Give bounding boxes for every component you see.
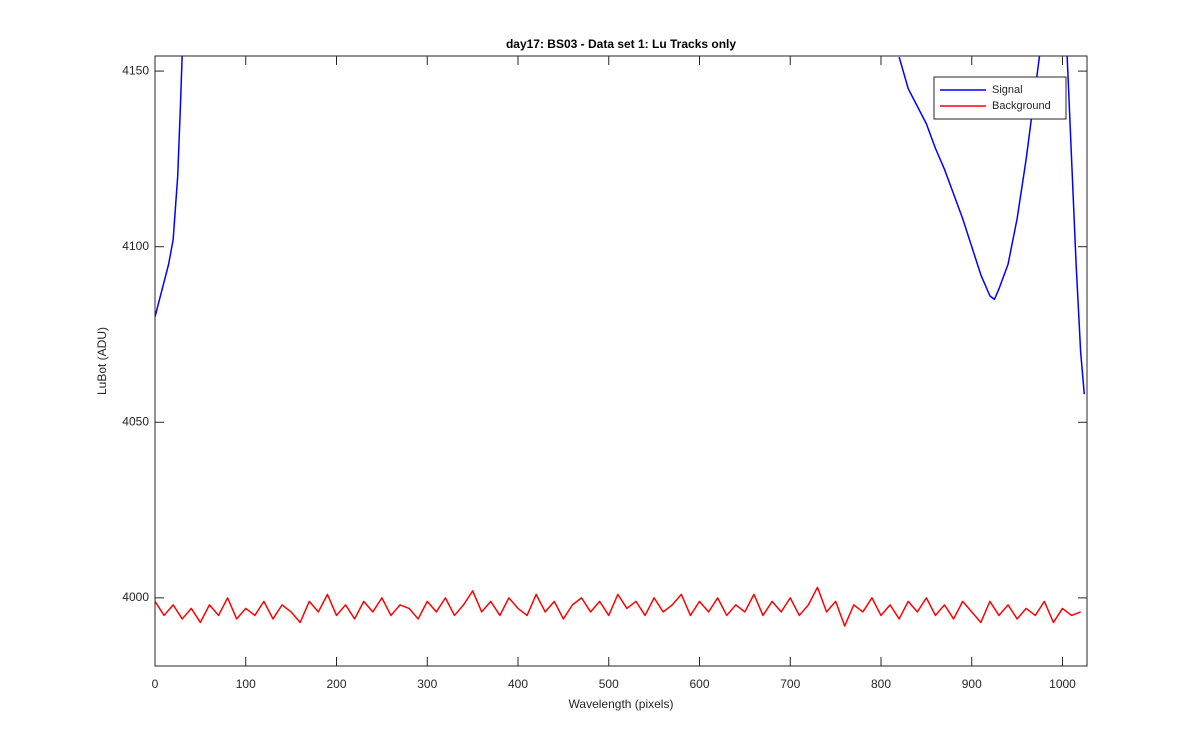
x-tick-label: 600 <box>689 677 709 691</box>
legend-label: Background <box>992 100 1051 112</box>
y-tick-label: 4150 <box>122 63 149 77</box>
x-tick-label: 700 <box>780 677 800 691</box>
x-tick-label: 0 <box>152 677 159 691</box>
x-tick-label: 900 <box>962 677 982 691</box>
y-tick-label: 4050 <box>122 414 149 428</box>
y-tick-label: 4000 <box>122 590 149 604</box>
chart-title: day17: BS03 - Data set 1: Lu Tracks only <box>506 37 736 51</box>
series-line <box>155 586 1081 627</box>
x-tick-label: 200 <box>326 677 346 691</box>
x-axis-label: Wavelength (pixels) <box>569 697 674 711</box>
legend-label: Signal <box>992 84 1023 96</box>
x-tick-label: 1000 <box>1049 677 1076 691</box>
y-axis-label: LuBot (ADU) <box>95 327 109 395</box>
plot-area <box>155 56 1087 666</box>
legend-box <box>933 76 1067 120</box>
y-tick-label: 4100 <box>122 239 149 253</box>
x-tick-label: 800 <box>871 677 891 691</box>
lines <box>155 56 1086 627</box>
x-tick-label: 100 <box>236 677 256 691</box>
x-tick-label: 300 <box>417 677 437 691</box>
series-line <box>155 56 1086 395</box>
x-tick-label: 400 <box>508 677 528 691</box>
axes-box <box>154 55 1088 667</box>
x-tick-label: 500 <box>599 677 619 691</box>
